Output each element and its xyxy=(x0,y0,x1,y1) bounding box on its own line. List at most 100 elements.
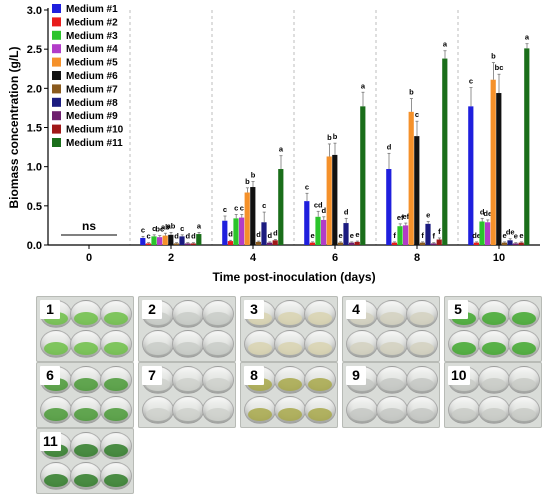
culture-liquid xyxy=(74,342,98,355)
significance-letter: de xyxy=(472,231,481,240)
culture-liquid xyxy=(146,342,170,355)
bar xyxy=(354,241,360,245)
culture-liquid xyxy=(380,312,404,325)
significance-letter: d xyxy=(186,232,191,241)
bar xyxy=(145,243,151,245)
legend-label: Medium #5 xyxy=(66,58,118,69)
culture-well xyxy=(40,396,72,424)
bar xyxy=(419,242,425,245)
bar xyxy=(490,79,496,245)
legend-label: Medium #2 xyxy=(66,17,118,28)
culture-well-photo: 8 xyxy=(240,362,338,428)
significance-letter: e xyxy=(350,231,354,240)
culture-liquid xyxy=(74,408,98,421)
legend-label: Medium #8 xyxy=(66,98,118,109)
culture-well xyxy=(304,396,336,424)
culture-well xyxy=(202,330,234,358)
culture-well xyxy=(406,396,438,424)
significance-letter: d xyxy=(268,231,273,240)
culture-well xyxy=(100,396,132,424)
culture-liquid xyxy=(74,378,98,391)
significance-letter: e xyxy=(519,231,523,240)
culture-liquid xyxy=(74,474,98,487)
bar xyxy=(239,217,245,245)
significance-letter: d xyxy=(322,206,327,215)
culture-well xyxy=(478,330,510,358)
legend-swatch xyxy=(52,97,61,107)
culture-liquid xyxy=(308,342,332,355)
culture-liquid xyxy=(380,408,404,421)
bar xyxy=(278,169,284,245)
significance-letter: a xyxy=(197,221,202,230)
culture-well xyxy=(478,366,510,394)
culture-well xyxy=(40,330,72,358)
culture-liquid xyxy=(104,408,128,421)
culture-well xyxy=(70,462,102,490)
culture-well xyxy=(406,366,438,394)
culture-liquid xyxy=(350,408,374,421)
culture-well xyxy=(172,366,204,394)
bar xyxy=(267,242,273,245)
legend-label: Medium #9 xyxy=(66,111,118,122)
culture-well xyxy=(508,396,540,424)
culture-well xyxy=(202,396,234,424)
bar xyxy=(349,242,355,245)
bar xyxy=(185,243,191,245)
photo-number-label: 3 xyxy=(244,300,264,319)
culture-well xyxy=(376,396,408,424)
bar xyxy=(321,219,327,245)
culture-well xyxy=(478,300,510,328)
bar xyxy=(431,243,437,245)
significance-letter: c xyxy=(305,182,309,191)
significance-letter: c xyxy=(223,205,227,214)
significance-letter: a xyxy=(361,81,366,90)
bar xyxy=(513,243,519,245)
culture-liquid xyxy=(410,342,434,355)
culture-liquid xyxy=(452,342,476,355)
bar xyxy=(190,243,196,245)
photo-number-label: 7 xyxy=(142,366,162,385)
culture-well xyxy=(304,366,336,394)
significance-letter: e xyxy=(355,230,359,239)
culture-well xyxy=(100,366,132,394)
significance-letter: ab xyxy=(167,221,176,230)
bar xyxy=(397,226,403,245)
significance-letter: c xyxy=(141,225,145,234)
photo-number-label: 1 xyxy=(40,300,60,319)
photo-number-label: 9 xyxy=(346,366,366,385)
legend-label: Medium #1 xyxy=(66,4,118,15)
significance-letter: d xyxy=(191,232,196,241)
culture-liquid xyxy=(104,312,128,325)
bar xyxy=(162,235,168,245)
culture-well xyxy=(100,462,132,490)
legend-swatch xyxy=(52,44,61,54)
culture-liquid xyxy=(308,378,332,391)
culture-well xyxy=(172,396,204,424)
culture-liquid xyxy=(104,444,128,457)
y-tick-label: 1.5 xyxy=(27,123,42,135)
significance-letter: c xyxy=(234,203,238,212)
photo-number-label: 4 xyxy=(346,300,366,319)
significance-letter: b xyxy=(251,171,256,180)
culture-well-photo: 4 xyxy=(342,296,440,362)
bar xyxy=(360,106,366,245)
culture-liquid xyxy=(104,474,128,487)
culture-well xyxy=(448,330,480,358)
bar xyxy=(414,136,420,245)
culture-well xyxy=(274,300,306,328)
significance-letter: ab xyxy=(161,222,170,231)
significance-letter: e xyxy=(311,231,315,240)
culture-well xyxy=(70,300,102,328)
culture-well xyxy=(100,432,132,460)
culture-liquid xyxy=(176,312,200,325)
culture-liquid xyxy=(44,408,68,421)
x-tick-label: 4 xyxy=(250,252,257,264)
culture-well xyxy=(202,300,234,328)
culture-liquid xyxy=(278,408,302,421)
significance-letter: f xyxy=(433,232,436,241)
x-tick-label: 8 xyxy=(414,252,420,264)
culture-well xyxy=(406,300,438,328)
y-tick-label: 0.5 xyxy=(27,201,42,213)
culture-well xyxy=(448,396,480,424)
culture-well xyxy=(346,330,378,358)
